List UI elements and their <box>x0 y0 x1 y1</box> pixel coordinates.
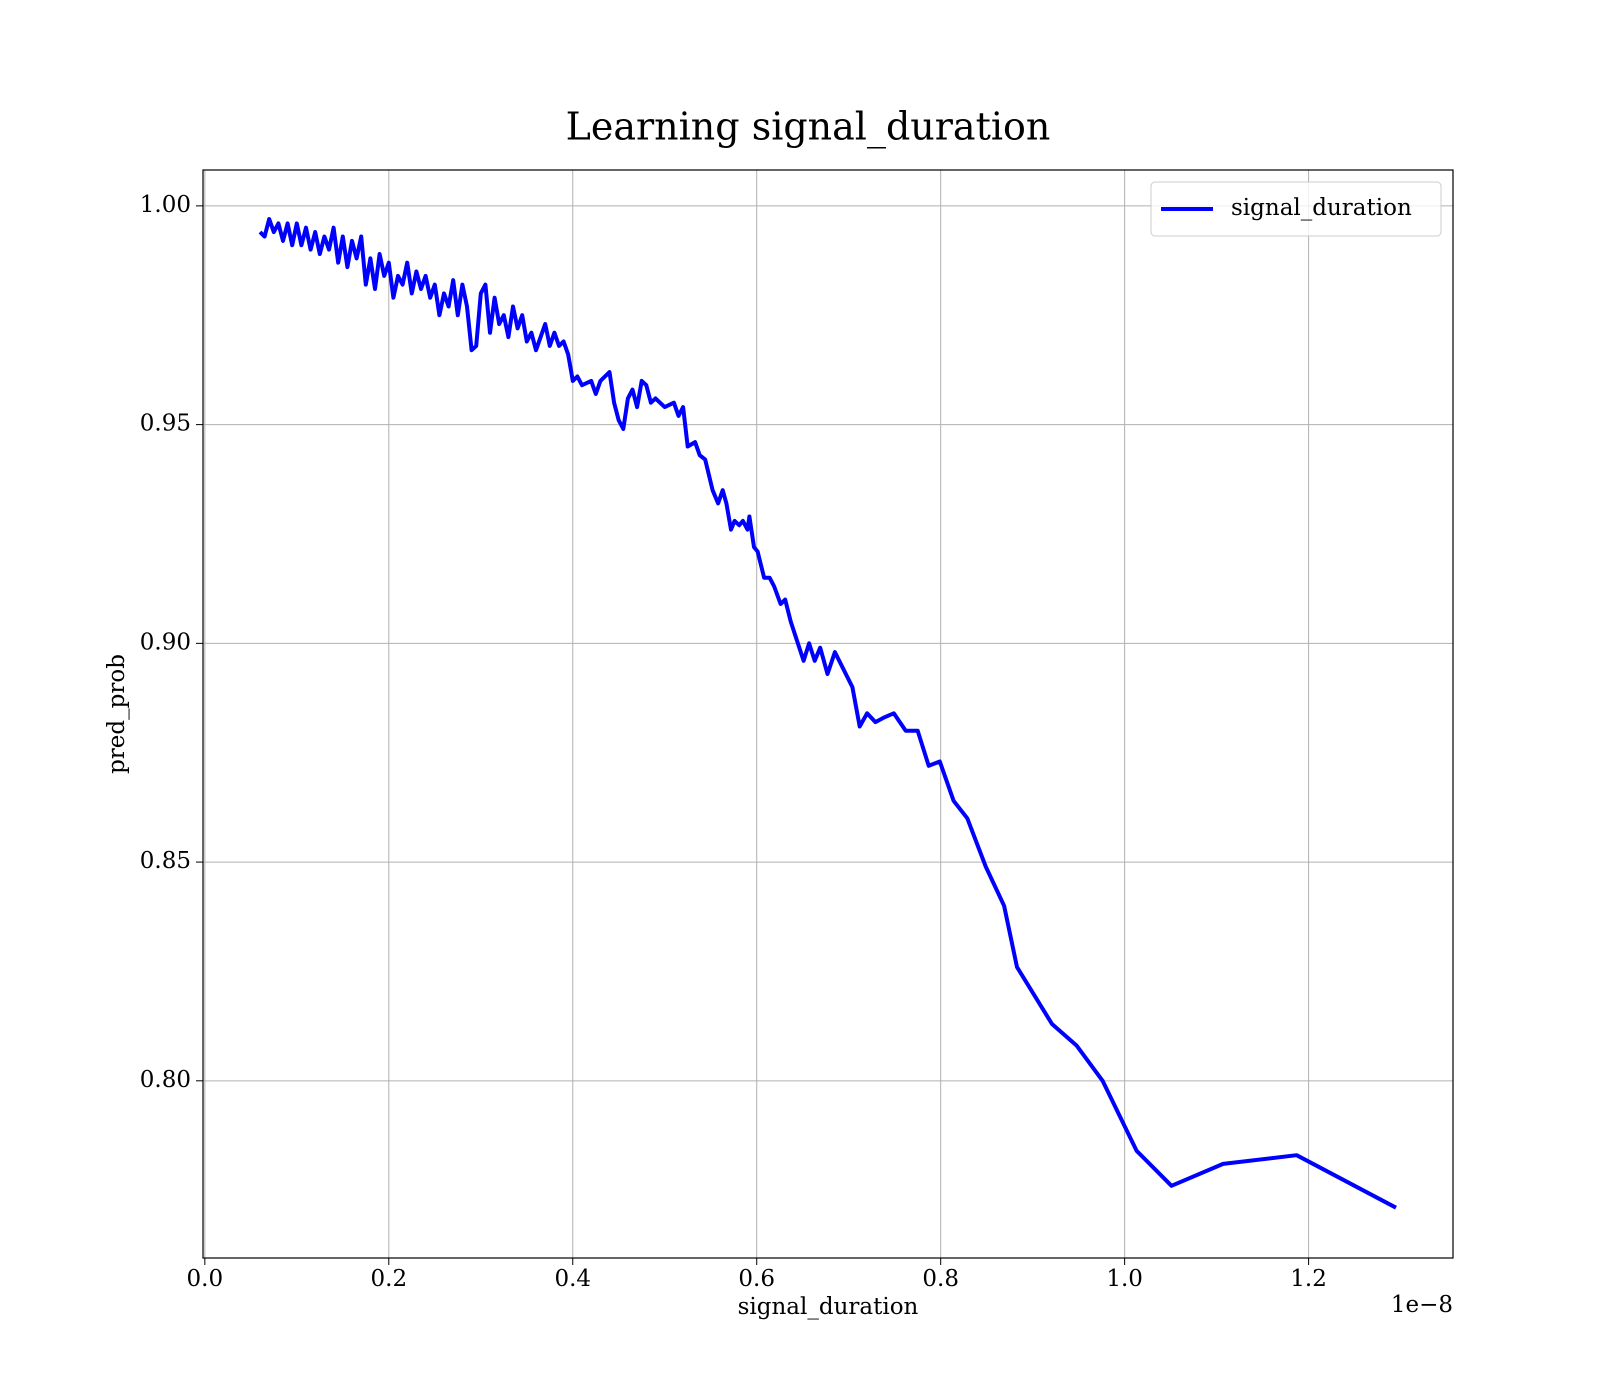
x-tick-label: 0.6 <box>738 1266 775 1292</box>
x-axis-label: signal_duration <box>738 1294 919 1320</box>
plot-frame <box>202 169 1454 1259</box>
legend-label: signal_duration <box>1231 195 1412 221</box>
x-tick-label: 1.2 <box>1290 1266 1327 1292</box>
legend-box <box>1150 181 1442 237</box>
y-tick-label: 0.90 <box>140 629 191 655</box>
x-tick-label: 0.4 <box>554 1266 591 1292</box>
x-tick-label: 0.0 <box>187 1266 224 1292</box>
y-tick-label: 0.80 <box>140 1067 191 1093</box>
y-tick-label: 0.85 <box>140 848 191 874</box>
y-tick-label: 1.00 <box>140 192 191 218</box>
x-tick-label: 0.8 <box>922 1266 959 1292</box>
x-tick-label: 1.0 <box>1106 1266 1143 1292</box>
x-offset-label: 1e−8 <box>1391 1292 1453 1318</box>
data-line <box>258 217 1397 1210</box>
x-tick-label: 0.2 <box>371 1266 408 1292</box>
y-axis-label: pred_prob <box>104 654 130 774</box>
chart-title: Learning signal_duration <box>566 105 1051 150</box>
y-tick-label: 0.95 <box>140 411 191 437</box>
